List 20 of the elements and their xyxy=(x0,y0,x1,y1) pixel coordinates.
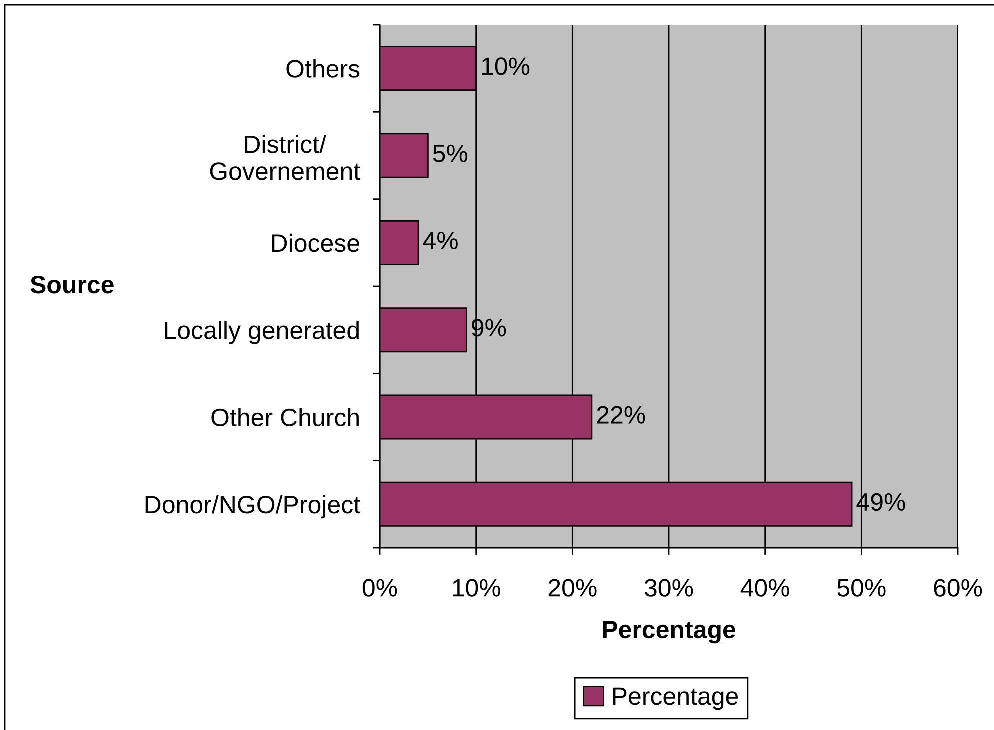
data-label: 5% xyxy=(433,144,468,162)
data-label: 4% xyxy=(423,232,458,250)
x-tick-label: 60% xyxy=(934,579,982,597)
x-tick-label: 50% xyxy=(838,579,886,597)
x-tick-label: 20% xyxy=(548,579,597,597)
x-tick-label: 40% xyxy=(740,579,790,597)
x-axis-title: Percentage xyxy=(603,621,736,644)
y-tick-label: Locally generated xyxy=(165,321,359,344)
y-tick-label: Donor/NGO/Project xyxy=(146,495,360,519)
x-tick-label: 10% xyxy=(453,579,500,597)
x-tick-label: 0% xyxy=(362,579,398,597)
y-tick-label: Diocese xyxy=(272,234,360,252)
y-tick-label: Others xyxy=(286,60,360,78)
y-tick-label: District/ Governement xyxy=(210,135,360,180)
y-axis-title: Source xyxy=(30,276,114,294)
data-label: 10% xyxy=(482,58,530,76)
legend-label: Percentage xyxy=(613,688,738,710)
data-label: 22% xyxy=(597,406,646,424)
y-tick-label: Other Church xyxy=(212,408,359,427)
x-tick-label: 30% xyxy=(644,579,694,597)
